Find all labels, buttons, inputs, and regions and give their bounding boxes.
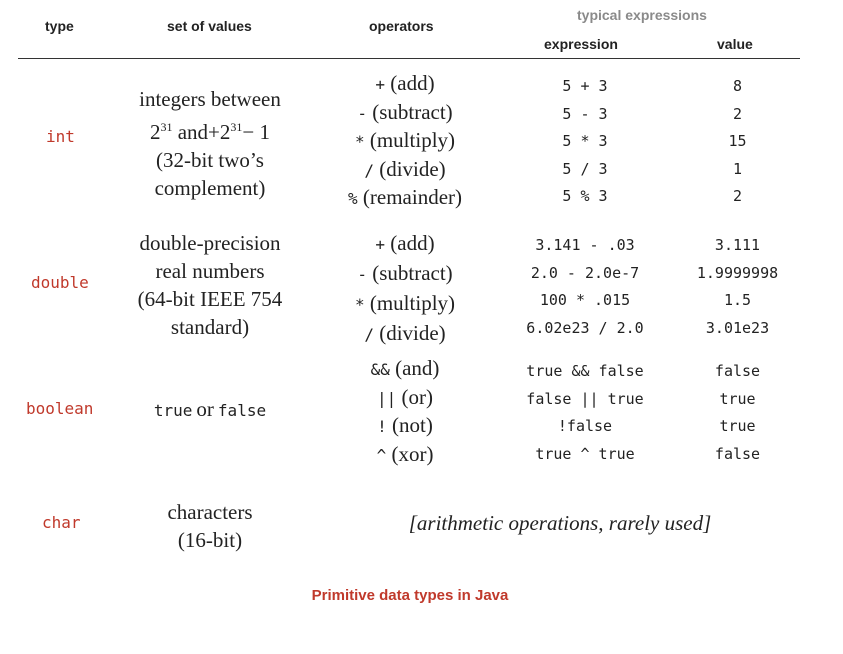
caption: Primitive data types in Java (311, 587, 509, 604)
operator-item: / (divide) (364, 321, 446, 345)
set-of-values-int: integers between 231 and+231− 1 (32-bit … (120, 85, 300, 202)
expressions-double: 3.141 - .03 2.0 - 2.0e-7 100 * .015 6.02… (505, 232, 665, 342)
expression-cell: true ^ true (535, 444, 635, 463)
expression-cell: 6.02e23 / 2.0 (526, 318, 644, 337)
operators-boolean: && (and) || (or) ! (not) ^ (xor) (320, 355, 490, 469)
value-cell: 15 (728, 132, 747, 150)
operators-double: + (add) - (subtract) * (multiply) / (div… (320, 229, 490, 349)
value-cell: 2 (732, 187, 743, 205)
value-cell: false (714, 362, 761, 380)
operator-item: - (subtract) (357, 99, 453, 124)
values-boolean: false true true false (680, 358, 795, 468)
value-cell: 1 (732, 159, 743, 178)
operator-item: * (multiply) (354, 291, 456, 315)
expression-cell: 5 + 3 (562, 77, 608, 95)
set-line: double-precision (139, 231, 281, 255)
set-line: complement) (154, 176, 266, 200)
set-line: real numbers (155, 259, 265, 283)
header-typical-expressions: typical expressions (577, 7, 707, 23)
expression-cell: !false (557, 417, 613, 435)
value-cell: 2 (732, 104, 743, 123)
expression-cell: true && false (526, 362, 644, 380)
char-note: [arithmetic operations, rarely used] (408, 511, 712, 535)
true-literal: true (153, 401, 193, 420)
header-set-of-values: set of values (167, 18, 252, 34)
header-rule (18, 58, 800, 59)
header-expression: expression (544, 36, 618, 52)
false-literal: false (217, 401, 267, 420)
expression-cell: 5 * 3 (562, 132, 608, 150)
expression-cell: false || true (526, 389, 644, 408)
operator-item: + (add) (375, 231, 435, 255)
expression-cell: 5 % 3 (562, 187, 608, 205)
value-cell: 1.5 (723, 291, 752, 309)
expressions-boolean: true && false false || true !false true … (505, 358, 665, 468)
operator-item: ! (not) (377, 413, 433, 437)
operator-item: % (remainder) (348, 185, 462, 209)
set-line: (32-bit two’s (156, 148, 264, 172)
value-cell: true (719, 389, 756, 408)
type-int: int (46, 127, 75, 146)
set-line: characters (167, 500, 253, 524)
operator-item: - (subtract) (357, 261, 453, 285)
header-operators: operators (369, 18, 434, 34)
expression-cell: 3.141 - .03 (535, 236, 635, 254)
operator-item: ^ (xor) (376, 441, 434, 466)
type-double: double (31, 273, 89, 292)
value-cell: false (714, 444, 761, 463)
value-cell: 1.9999998 (696, 263, 779, 282)
operator-item: || (or) (377, 384, 433, 409)
set-of-values-boolean: true or false (120, 397, 300, 422)
type-boolean: boolean (26, 399, 94, 418)
set-of-values-double: double-precision real numbers (64-bit IE… (120, 229, 300, 341)
value-cell: true (719, 417, 756, 435)
expressions-int: 5 + 3 5 - 3 5 * 3 5 / 3 5 % 3 (510, 73, 660, 211)
set-line-range: 231 and+231− 1 (149, 120, 270, 144)
header-type: type (45, 18, 74, 34)
set-of-values-char: characters (16-bit) (120, 498, 300, 554)
header-value: value (717, 36, 753, 52)
expression-cell: 5 / 3 (562, 159, 608, 178)
set-line: standard) (170, 315, 250, 339)
expression-cell: 5 - 3 (562, 104, 608, 123)
expression-cell: 2.0 - 2.0e-7 (530, 263, 640, 282)
operators-int: + (add) - (subtract) * (multiply) / (div… (320, 70, 490, 213)
operator-item: / (divide) (364, 156, 446, 181)
set-line: (16-bit) (177, 528, 243, 552)
set-line: integers between (139, 87, 281, 111)
type-char: char (42, 513, 81, 532)
operator-item: && (and) (370, 356, 440, 380)
operator-item: * (multiply) (354, 128, 456, 152)
values-double: 3.111 1.9999998 1.5 3.01e23 (680, 232, 795, 342)
expression-cell: 100 * .015 (539, 291, 631, 309)
value-cell: 8 (732, 77, 743, 95)
values-int: 8 2 15 1 2 (680, 73, 795, 211)
value-cell: 3.111 (714, 236, 761, 254)
or-word: or (196, 397, 214, 421)
value-cell: 3.01e23 (705, 318, 770, 337)
operator-item: + (add) (375, 71, 435, 95)
set-line: (64-bit IEEE 754 (137, 287, 283, 311)
